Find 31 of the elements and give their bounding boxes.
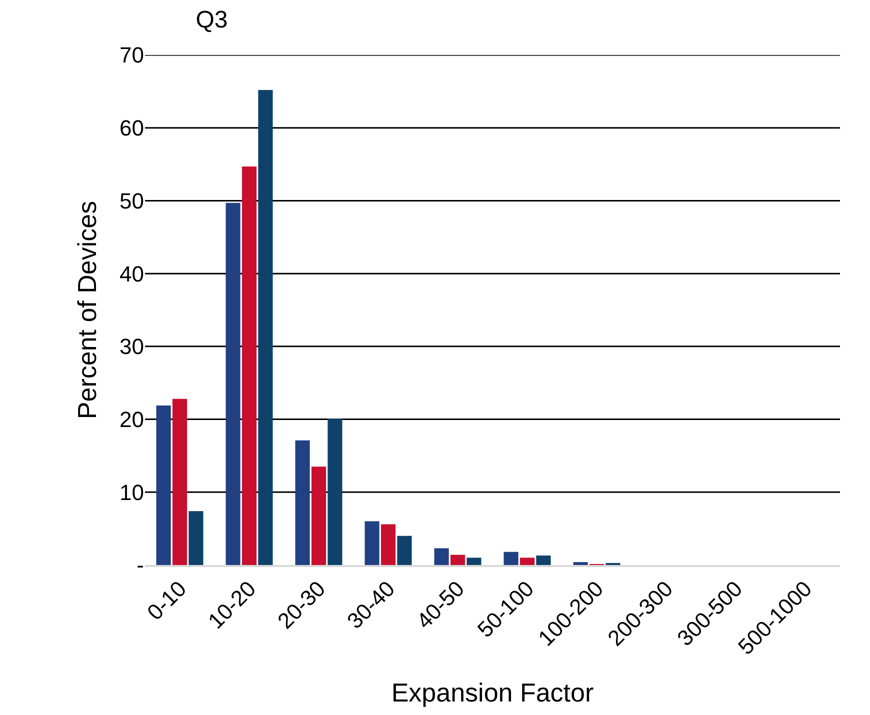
bar [466, 558, 482, 565]
bar [311, 466, 326, 565]
bar [172, 398, 188, 565]
bar [536, 556, 551, 565]
x-tick-label: 0-10 [142, 576, 192, 625]
bar [364, 521, 380, 565]
y-tick-label: 10 [120, 480, 144, 505]
bar [328, 418, 342, 565]
bar [242, 166, 257, 565]
y-tick-label: 50 [120, 188, 144, 214]
y-tick-label: - [136, 552, 144, 578]
bar [520, 558, 535, 565]
bar [156, 405, 171, 565]
bar [226, 202, 240, 565]
bar [295, 440, 310, 565]
x-axis-title: Expansion Factor [391, 678, 594, 708]
y-axis-title: Percent of Devices [72, 200, 102, 420]
y-tick-label: 40 [120, 261, 144, 286]
y-tick-label: 30 [120, 334, 144, 360]
chart-title: Q3 [196, 6, 228, 34]
bar [504, 552, 518, 565]
bar [573, 562, 588, 565]
bar [188, 511, 204, 565]
bar [434, 548, 449, 565]
bar [397, 536, 412, 565]
bar [450, 554, 466, 565]
bar [258, 90, 273, 565]
y-tick-label: 60 [120, 116, 144, 141]
y-tick-label: 20 [120, 406, 144, 432]
y-tick-label: 70 [120, 42, 144, 68]
bar [380, 524, 396, 565]
